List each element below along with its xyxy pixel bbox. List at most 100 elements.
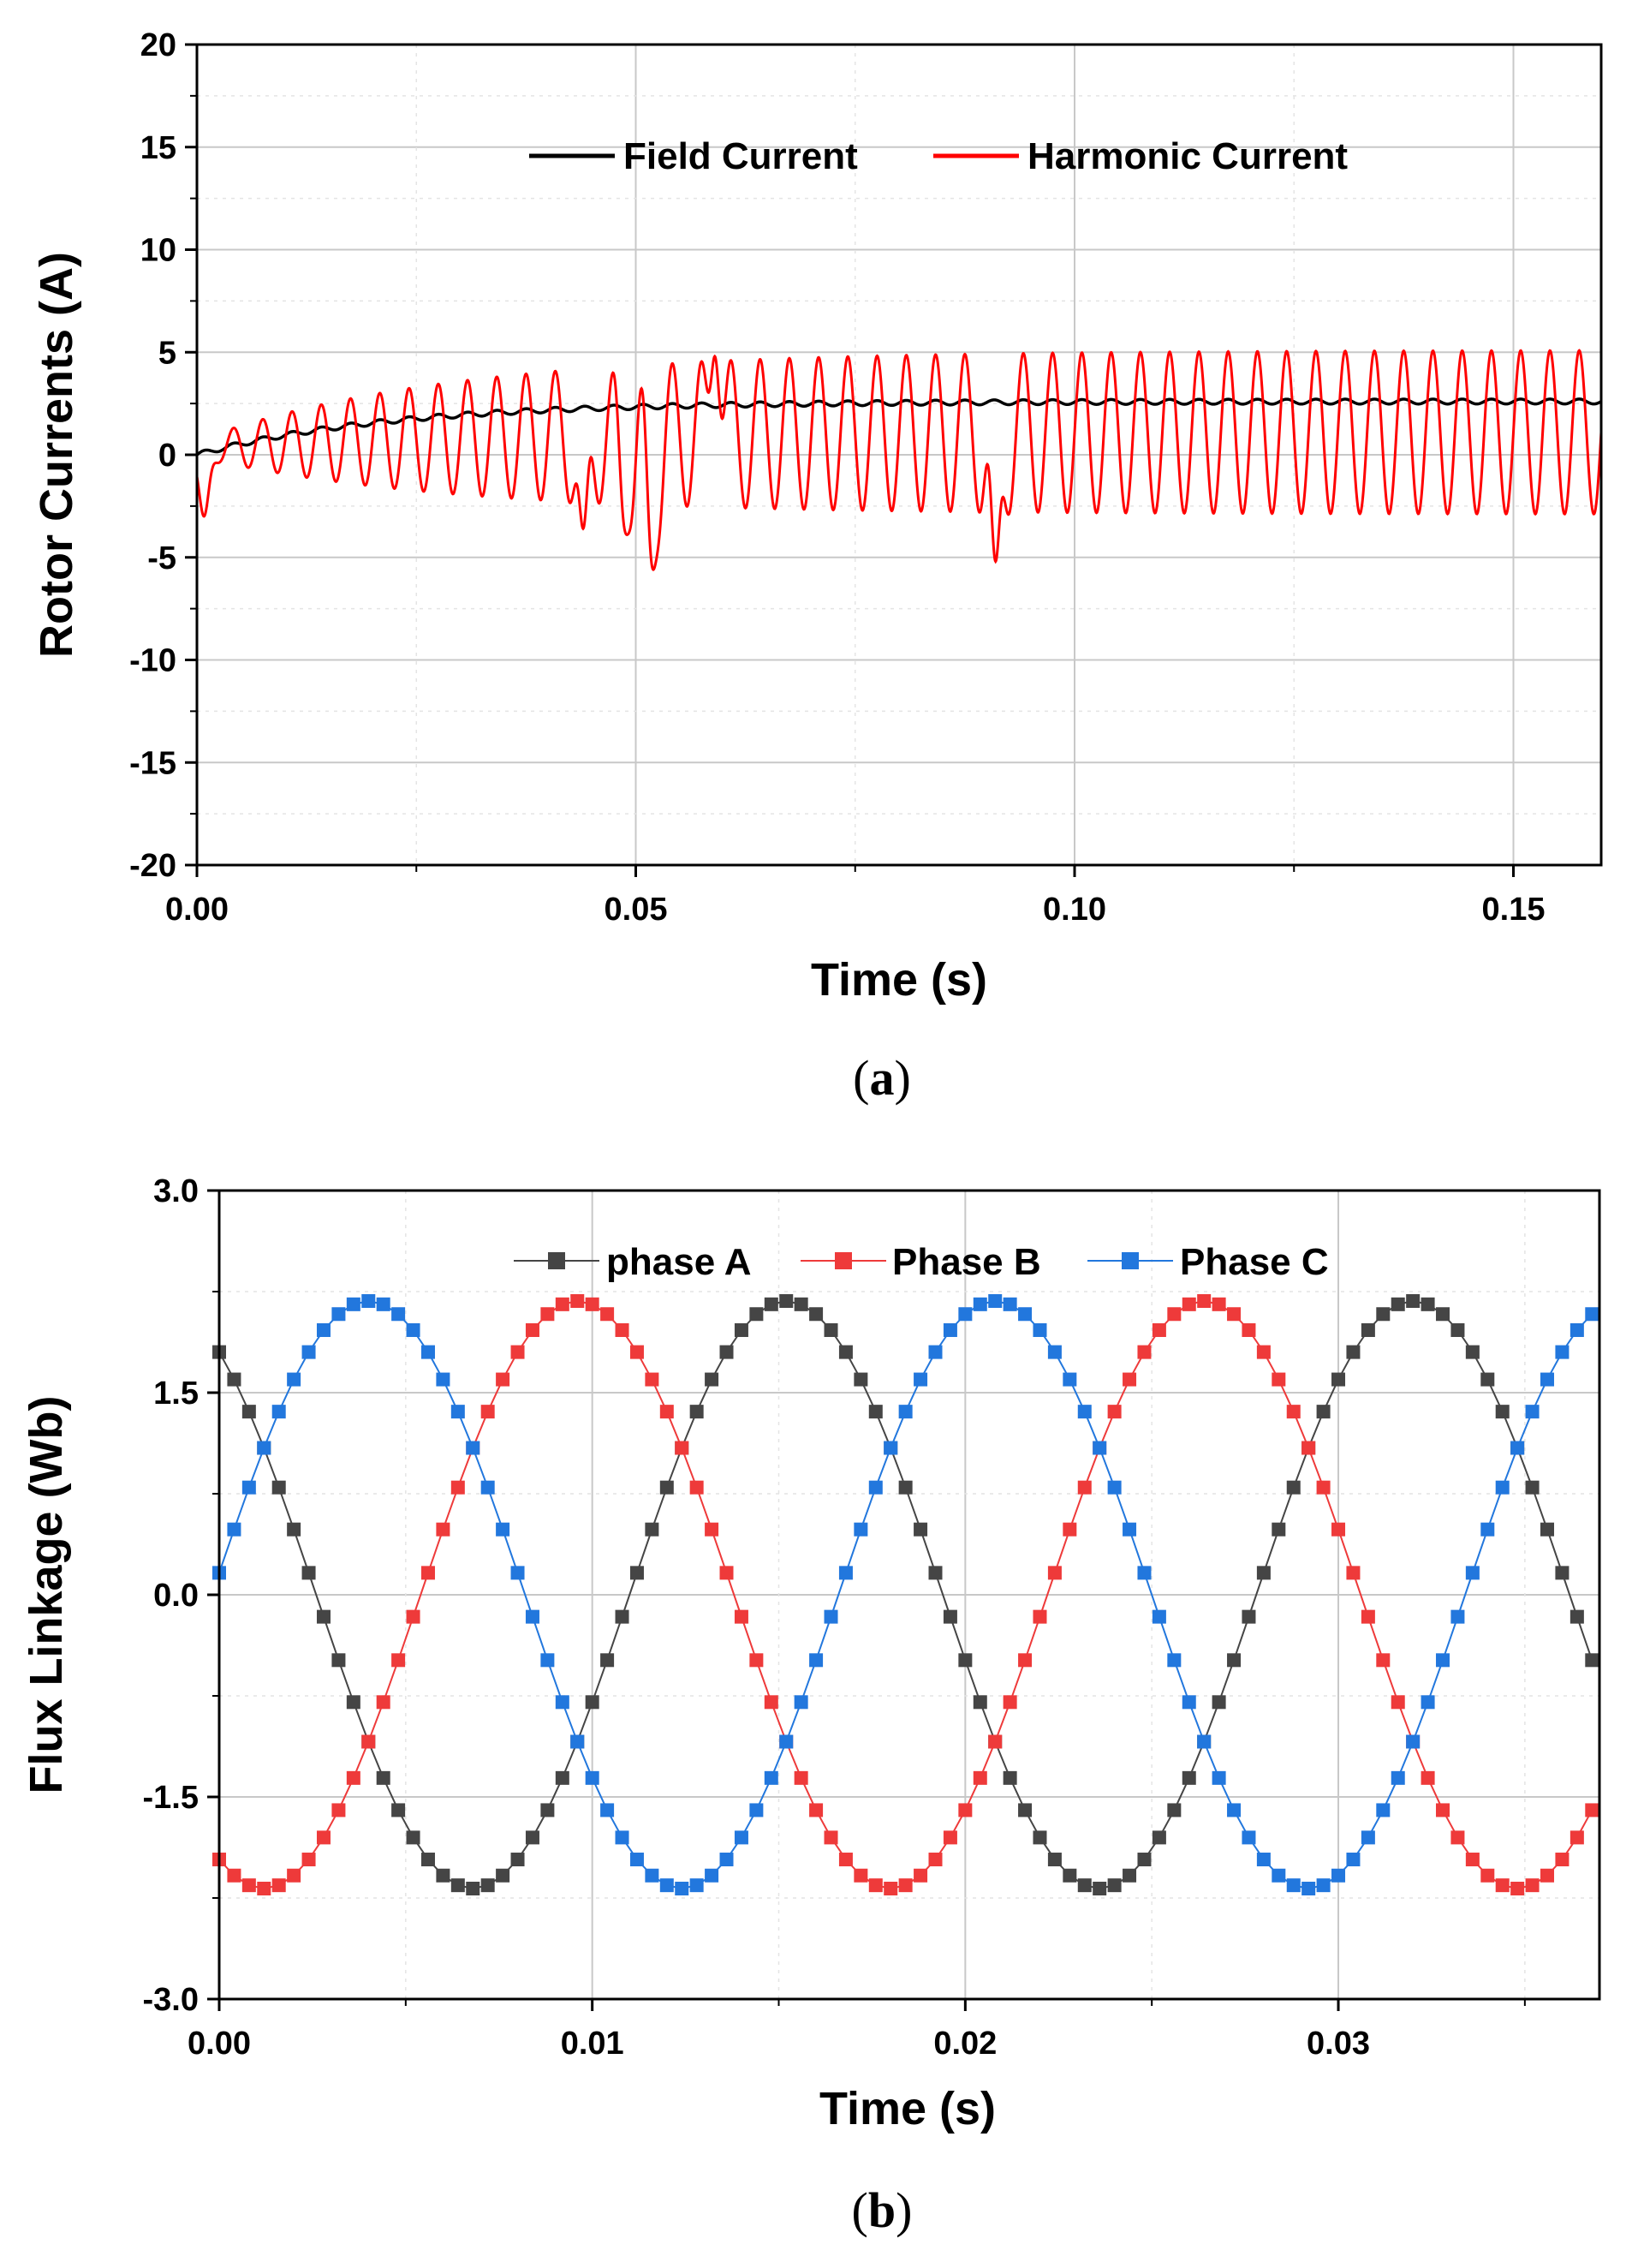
- series-phase-b-point: [346, 1770, 360, 1785]
- series-phase-a-point: [629, 1566, 644, 1580]
- series-phase-a-point: [301, 1566, 316, 1580]
- series-phase-b-point: [600, 1307, 615, 1322]
- series-phase-c-point: [525, 1609, 539, 1624]
- chart-a-x-tick-labels: 0.00 0.05 0.10 0.15: [165, 865, 1545, 928]
- series-phase-a-point: [1585, 1653, 1599, 1668]
- series-phase-b-point: [958, 1803, 973, 1817]
- series-phase-b-point: [1436, 1803, 1450, 1817]
- series-phase-a-point: [779, 1294, 794, 1309]
- series-phase-c-point: [1033, 1322, 1047, 1337]
- chart-a-y-tick-label: -20: [129, 848, 176, 884]
- series-phase-a-point: [1436, 1307, 1450, 1322]
- series-phase-c-point: [1585, 1307, 1599, 1322]
- chart-a-rotor-currents: -20 -15 -10 -5 0 5 10 15 20 0.00 0.05 0.10 0.15 Tim…: [31, 27, 1603, 1106]
- series-phase-c-point: [973, 1297, 987, 1311]
- series-phase-b-point: [1137, 1345, 1152, 1359]
- series-phase-b-point: [1569, 1830, 1584, 1845]
- series-phase-c-point: [361, 1294, 376, 1309]
- series-phase-c-point: [884, 1441, 898, 1455]
- chart-b-flux-linkage: -3.0 -1.5 0.0 1.5 3.0 0.00 0.01 0.02 0.03 Time …: [21, 1173, 1601, 2238]
- series-phase-a-point: [719, 1345, 734, 1359]
- series-phase-a-point: [241, 1405, 256, 1419]
- series-phase-b-point: [1242, 1322, 1256, 1337]
- series-phase-b-point: [914, 1868, 928, 1883]
- chart-a-series: [195, 349, 1603, 571]
- series-phase-a-point: [1033, 1830, 1047, 1845]
- series-phase-a-point: [749, 1307, 764, 1322]
- series-phase-a-point: [809, 1307, 824, 1322]
- series-phase-a-point: [958, 1653, 973, 1668]
- series-phase-c-point: [391, 1307, 406, 1322]
- series-phase-a-point: [854, 1372, 868, 1387]
- series-phase-a-point: [1316, 1405, 1331, 1419]
- series-phase-a-point: [1018, 1803, 1033, 1817]
- series-phase-b-point: [1107, 1405, 1122, 1419]
- series-phase-c-point: [376, 1297, 390, 1311]
- series-phase-a-point: [436, 1868, 450, 1883]
- chart-a-y-tick-label: 5: [158, 335, 176, 371]
- series-phase-b-point: [689, 1480, 704, 1495]
- legend-phase-a-marker: [548, 1252, 565, 1269]
- chart-b-x-tick-labels: 0.00 0.01 0.02 0.03: [188, 1999, 1370, 2062]
- legend-field-current-label: Field Current: [623, 135, 858, 177]
- series-phase-a-point: [705, 1372, 719, 1387]
- series-phase-b-point: [1197, 1294, 1212, 1309]
- series-phase-c-point: [928, 1345, 943, 1359]
- series-phase-c-point: [764, 1770, 778, 1785]
- series-phase-b-point: [1182, 1297, 1196, 1311]
- chart-a-caption-letter: a: [870, 1050, 895, 1106]
- series-phase-c-point: [854, 1522, 868, 1537]
- series-phase-a-point: [1182, 1770, 1196, 1785]
- series-phase-c-point: [1152, 1609, 1166, 1624]
- series-phase-b-point: [361, 1734, 376, 1749]
- series-phase-a-point: [928, 1566, 943, 1580]
- series-phase-a-point: [227, 1372, 241, 1387]
- series-phase-c-point: [301, 1345, 316, 1359]
- series-phase-b-point: [749, 1653, 764, 1668]
- series-phase-a-point: [1272, 1522, 1286, 1537]
- series-phase-b-point: [540, 1307, 555, 1322]
- series-phase-c-point: [1123, 1522, 1137, 1537]
- chart-b-caption-letter: b: [868, 2182, 896, 2238]
- series-phase-b-point: [436, 1522, 450, 1537]
- series-phase-c-point: [1063, 1372, 1077, 1387]
- series-phase-c-point: [779, 1734, 794, 1749]
- series-phase-b-point: [988, 1734, 1003, 1749]
- series-phase-a-point: [1406, 1294, 1421, 1309]
- series-phase-c-point: [749, 1803, 764, 1817]
- legend-phase-b-marker: [835, 1252, 852, 1269]
- series-phase-a-point: [391, 1803, 406, 1817]
- series-phase-c-point: [1182, 1695, 1196, 1710]
- series-phase-b-point: [1003, 1695, 1017, 1710]
- series-field-current-line: [195, 397, 1602, 457]
- series-phase-a-point: [1391, 1297, 1405, 1311]
- series-phase-a-point: [406, 1830, 420, 1845]
- series-phase-a-point: [794, 1297, 808, 1311]
- series-phase-b-point: [1361, 1609, 1375, 1624]
- series-phase-b-point: [227, 1868, 241, 1883]
- series-phase-c-point: [1569, 1322, 1584, 1337]
- series-phase-a-point: [287, 1522, 301, 1537]
- series-phase-c-point: [1391, 1770, 1405, 1785]
- series-phase-b-point: [1555, 1853, 1569, 1867]
- series-phase-c-point: [1421, 1695, 1435, 1710]
- series-phase-c-point: [1316, 1878, 1331, 1893]
- series-phase-b-point: [271, 1878, 286, 1893]
- series-phase-a-point: [480, 1878, 495, 1893]
- series-phase-c-point: [420, 1345, 435, 1359]
- series-phase-a-point: [1361, 1322, 1375, 1337]
- series-phase-b-point: [943, 1830, 957, 1845]
- legend-harmonic-current-label: Harmonic Current: [1027, 135, 1348, 177]
- series-phase-b-point: [928, 1853, 943, 1867]
- series-phase-b-point: [884, 1881, 898, 1895]
- series-phase-a-point: [1376, 1307, 1391, 1322]
- series-phase-b-point: [1212, 1297, 1226, 1311]
- series-phase-b-point: [1063, 1522, 1077, 1537]
- series-phase-b-point: [1033, 1609, 1047, 1624]
- chart-a-x-tick-label: 0.05: [605, 892, 668, 928]
- chart-a-y-tick-label: 20: [140, 27, 176, 63]
- series-phase-a-point: [510, 1853, 525, 1867]
- series-phase-c-point: [1242, 1830, 1256, 1845]
- series-phase-c-point: [943, 1322, 957, 1337]
